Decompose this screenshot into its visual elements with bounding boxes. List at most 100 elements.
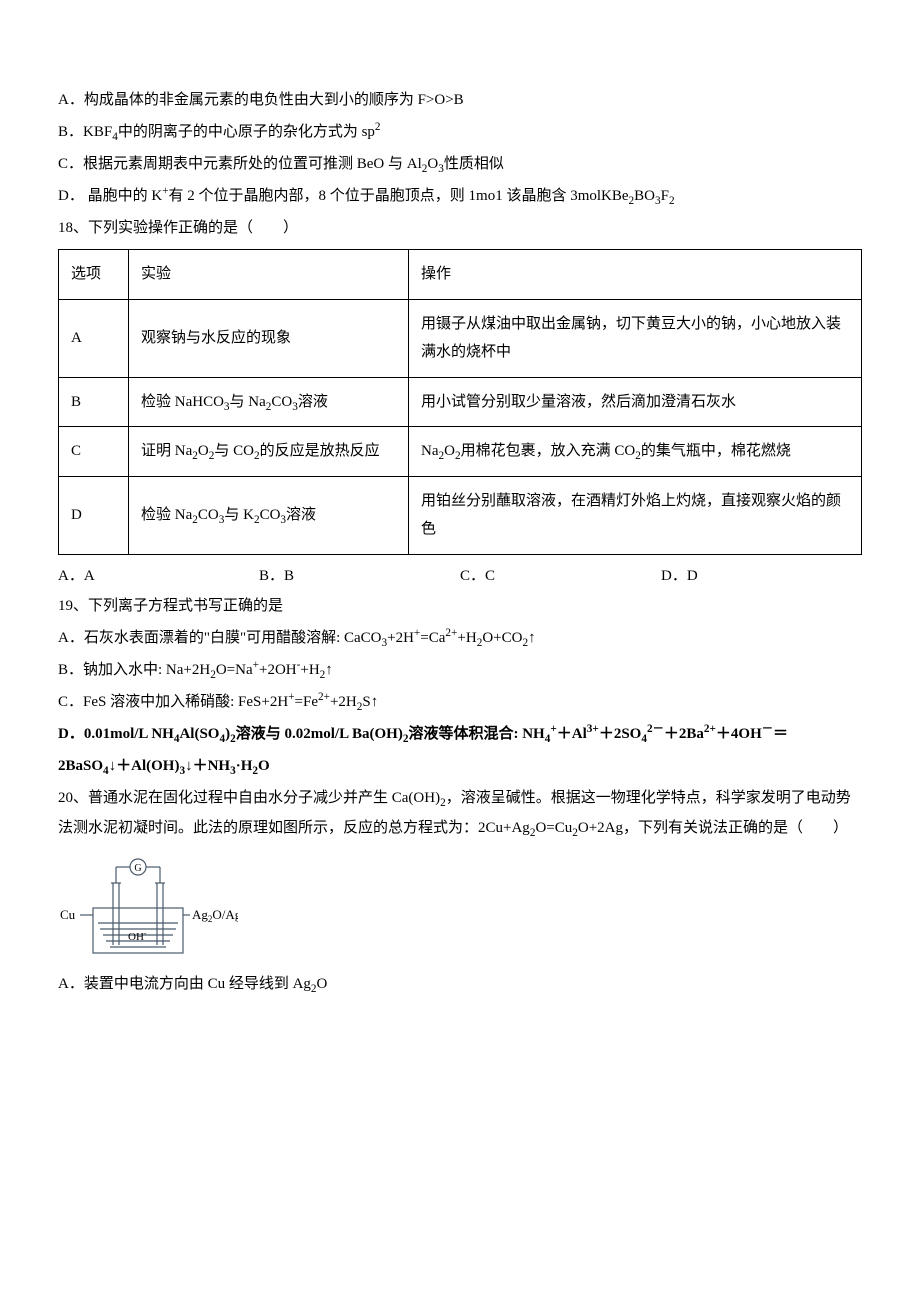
q19-option-b: B．钠加入水中: Na+2H2O=Na++2OH-+H2↑	[58, 655, 862, 685]
text: B．KBF	[58, 124, 112, 140]
text: ·H	[236, 758, 253, 774]
q18-table: 选项 实验 操作 A 观察钠与水反应的现象 用镊子从煤油中取出金属钠，切下黄豆大…	[58, 249, 862, 555]
sup: 2+	[704, 723, 716, 735]
text: D． 晶胞中的 K	[58, 188, 162, 204]
text: +2H	[330, 694, 357, 710]
text: CO	[271, 394, 292, 410]
text: 性质相似	[444, 156, 504, 172]
text: D．0.01mol/L NH	[58, 726, 174, 742]
text: ↓＋Al(OH)	[109, 758, 180, 774]
cu-label: Cu	[60, 907, 76, 922]
text: BO	[634, 188, 655, 204]
text: 20、普通水泥在固化过程中自由水分子减少并产生 Ca(OH)	[58, 790, 440, 806]
table-row: B 检验 NaHCO3与 Na2CO3溶液 用小试管分别取少量溶液，然后滴加澄清…	[59, 377, 862, 427]
cell: D	[59, 476, 129, 554]
text: ＋Al	[557, 726, 587, 742]
text: +H	[457, 630, 476, 646]
text: 用棉花包裹，放入充满 CO	[461, 443, 636, 459]
sup: 2+	[445, 627, 457, 639]
cell: B	[59, 377, 129, 427]
table-header-row: 选项 实验 操作	[59, 250, 862, 300]
text: O	[198, 443, 209, 459]
text: O+2Ag，下列有关说法正确的是（ ）	[578, 820, 848, 836]
text: ＋2Ba	[664, 726, 704, 742]
cell: 用小试管分别取少量溶液，然后滴加澄清石灰水	[409, 377, 862, 427]
header-cell: 操作	[409, 250, 862, 300]
electrochemistry-cell-icon: G Cu Ag2O/Ag OH-	[58, 853, 238, 963]
q19-option-d-line1: D．0.01mol/L NH4Al(SO4)2溶液与 0.02mol/L Ba(…	[58, 719, 862, 749]
cell: 检验 NaHCO3与 Na2CO3溶液	[129, 377, 409, 427]
text: 的集气瓶中，棉花燃烧	[641, 443, 791, 459]
cell: 观察钠与水反应的现象	[129, 299, 409, 377]
text: C．根据元素周期表中元素所处的位置可推测 BeO 与 Al	[58, 156, 422, 172]
text: 与 K	[224, 507, 254, 523]
header-cell: 选项	[59, 250, 129, 300]
text: 的反应是放热反应	[260, 443, 380, 459]
q19-stem: 19、下列离子方程式书写正确的是	[58, 591, 862, 621]
q18-stem: 18、下列实验操作正确的是（ ）	[58, 213, 862, 243]
cell: 证明 Na2O2与 CO2的反应是放热反应	[129, 427, 409, 477]
meter-label: G	[134, 863, 141, 874]
q20-stem: 20、普通水泥在固化过程中自由水分子减少并产生 Ca(OH)2，溶液呈碱性。根据…	[58, 783, 862, 843]
text: CO	[198, 507, 219, 523]
text: S↑	[362, 694, 378, 710]
text: C．FeS 溶液中加入稀硝酸: FeS+2H	[58, 694, 288, 710]
table-row: D 检验 Na2CO3与 K2CO3溶液 用铂丝分别蘸取溶液，在酒精灯外焰上灼烧…	[59, 476, 862, 554]
text: ＝	[773, 726, 788, 742]
q18-answer-options: A．A B．B C．C D．D	[58, 561, 862, 591]
q19-option-a: A．石灰水表面漂着的"白膜"可用醋酸溶解: CaCO3+2H+=Ca2++H2O…	[58, 623, 862, 653]
text: ↑	[325, 662, 333, 678]
text: 溶液	[298, 394, 328, 410]
text: 有 2 个位于晶胞内部，8 个位于晶胞顶点，则 1mo1 该晶胞含 3molKB…	[169, 188, 629, 204]
q19-option-d-line2: 2BaSO4↓＋Al(OH)3↓＋NH3·H2O	[58, 751, 862, 781]
text: B．钠加入水中: Na+2H	[58, 662, 210, 678]
text: A．石灰水表面漂着的"白膜"可用醋酸溶解: CaCO	[58, 630, 382, 646]
option-c: C．C	[460, 561, 661, 591]
text: 2BaSO	[58, 758, 103, 774]
text: +2H	[387, 630, 414, 646]
option-d: D．D	[661, 561, 862, 591]
text: Na	[421, 443, 439, 459]
text: 检验 Na	[141, 507, 192, 523]
q17-option-c: C．根据元素周期表中元素所处的位置可推测 BeO 与 Al2O3性质相似	[58, 149, 862, 179]
q17-option-d: D． 晶胞中的 K+有 2 个位于晶胞内部，8 个位于晶胞顶点，则 1mo1 该…	[58, 181, 862, 211]
sup: 2－	[647, 723, 664, 735]
q17-option-b: B．KBF4中的阴离子的中心原子的杂化方式为 sp2	[58, 117, 862, 147]
q17-option-a: A．构成晶体的非金属元素的电负性由大到小的顺序为 F>O>B	[58, 85, 862, 115]
text: 中的阴离子的中心原子的杂化方式为 sp	[118, 124, 375, 140]
text: CO	[260, 507, 281, 523]
cell: 用镊子从煤油中取出金属钠，切下黄豆大小的钠，小心地放入装满水的烧杯中	[409, 299, 862, 377]
text: =Ca	[420, 630, 445, 646]
cell: A	[59, 299, 129, 377]
text: 溶液与 0.02mol/L Ba(OH)	[236, 726, 403, 742]
cell: 检验 Na2CO3与 K2CO3溶液	[129, 476, 409, 554]
table-row: A 观察钠与水反应的现象 用镊子从煤油中取出金属钠，切下黄豆大小的钠，小心地放入…	[59, 299, 862, 377]
text: O	[444, 443, 455, 459]
text: O=Cu	[535, 820, 572, 836]
text: O+CO	[482, 630, 522, 646]
sup: 3+	[587, 723, 599, 735]
sup: 2	[375, 121, 381, 133]
text: O=Na	[216, 662, 253, 678]
sup: －	[762, 723, 773, 735]
text: ＋2SO	[599, 726, 642, 742]
text: 证明 Na	[141, 443, 192, 459]
q20-diagram: G Cu Ag2O/Ag OH-	[58, 853, 862, 963]
option-a: A．A	[58, 561, 259, 591]
text: 溶液等体积混合: NH	[408, 726, 544, 742]
option-b: B．B	[259, 561, 460, 591]
cell: 用铂丝分别蘸取溶液，在酒精灯外焰上灼烧，直接观察火焰的颜色	[409, 476, 862, 554]
text: F	[661, 188, 669, 204]
ag-label: Ag2O/Ag	[192, 907, 238, 924]
text: ↑	[528, 630, 536, 646]
text: 与 Na	[230, 394, 266, 410]
sup: 2+	[318, 691, 330, 703]
text: 检验 NaHCO	[141, 394, 224, 410]
text: ＋4OH	[716, 726, 762, 742]
text: +2OH	[259, 662, 297, 678]
cell: Na2O2用棉花包裹，放入充满 CO2的集气瓶中，棉花燃烧	[409, 427, 862, 477]
text: ↓＋NH	[185, 758, 230, 774]
text: 溶液	[286, 507, 316, 523]
text: Al(SO	[179, 726, 219, 742]
text: =Fe	[295, 694, 318, 710]
